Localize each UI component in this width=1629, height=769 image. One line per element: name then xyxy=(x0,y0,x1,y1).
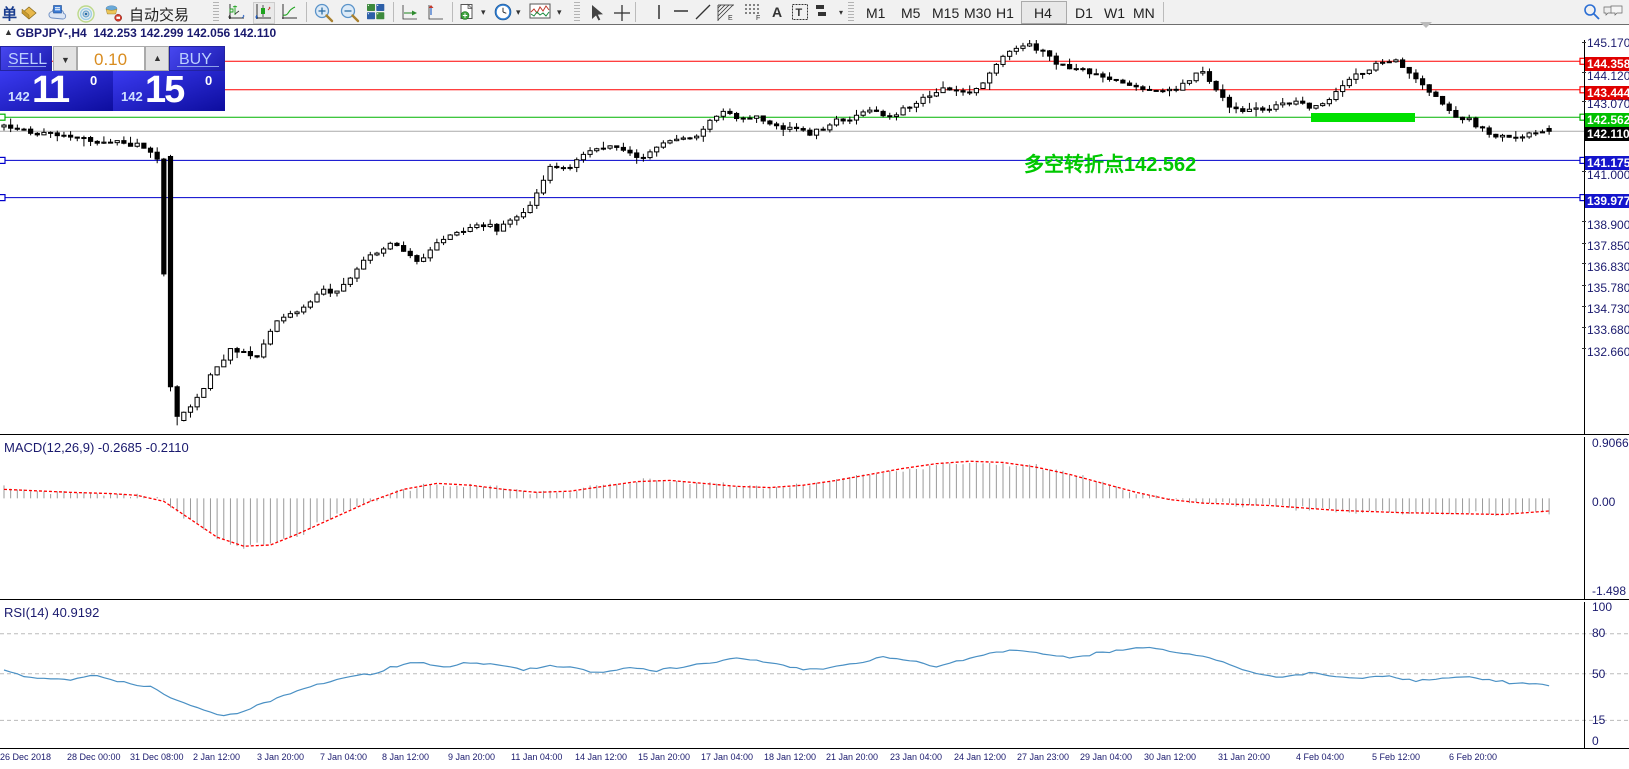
svg-text:F: F xyxy=(756,15,760,21)
svg-text:T: T xyxy=(796,7,803,19)
svg-text:多空转折点142.562: 多空转折点142.562 xyxy=(1024,152,1196,176)
svg-text:E: E xyxy=(728,15,733,21)
